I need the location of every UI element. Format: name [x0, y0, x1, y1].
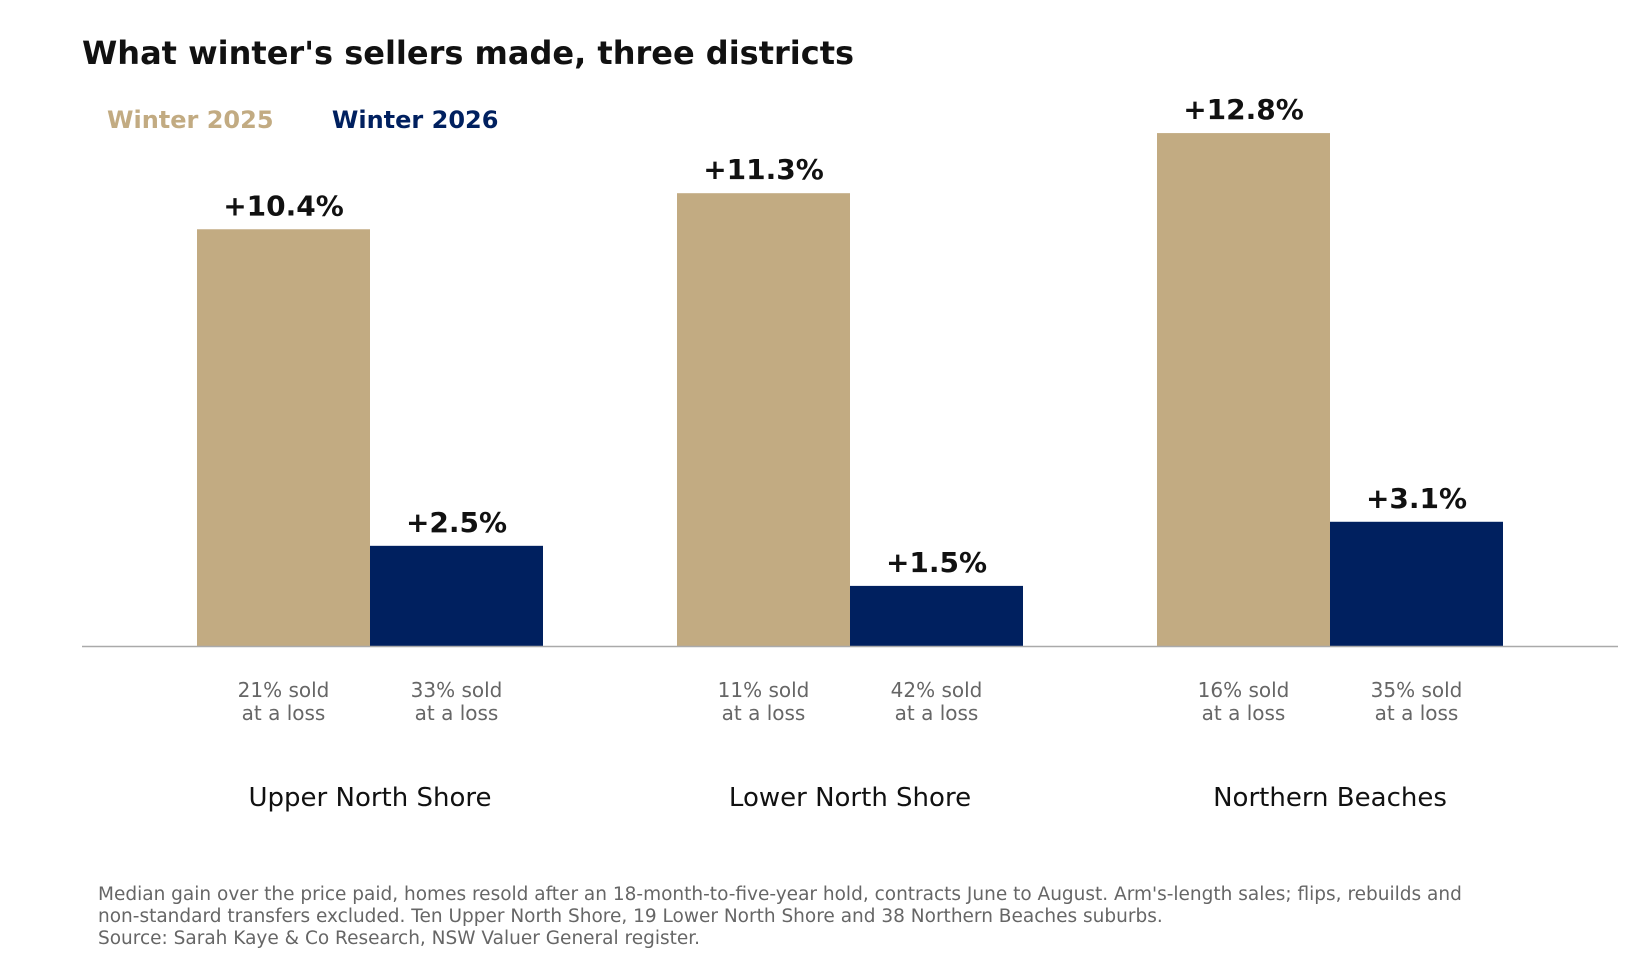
loss-share-label: at a loss	[242, 701, 326, 725]
data-label: +10.4%	[223, 189, 344, 222]
loss-share-label: 42% sold	[891, 678, 983, 702]
category-label: Lower North Shore	[729, 783, 971, 813]
bar	[677, 193, 850, 646]
loss-share-label: 33% sold	[411, 678, 503, 702]
legend: Winter 2025 Winter 2026	[107, 106, 548, 134]
data-label: +2.5%	[406, 506, 507, 539]
footnote-line: Source: Sarah Kaye & Co Research, NSW Va…	[98, 928, 701, 949]
data-label: +12.8%	[1183, 93, 1304, 126]
bar	[197, 229, 370, 646]
legend-item-winter-2026: Winter 2026	[331, 106, 499, 134]
legend-item-winter-2025: Winter 2025	[107, 106, 274, 134]
footnote-line: Median gain over the price paid, homes r…	[98, 884, 1462, 905]
bar	[1330, 521, 1503, 646]
data-label: +3.1%	[1366, 482, 1467, 515]
loss-share-label: 11% sold	[718, 678, 810, 702]
data-label: +11.3%	[703, 153, 824, 186]
loss-share-label: at a loss	[895, 701, 979, 725]
loss-share-label: 35% sold	[1371, 678, 1463, 702]
footnote-line: non-standard transfers excluded. Ten Upp…	[98, 906, 1163, 927]
category-label: Northern Beaches	[1213, 783, 1447, 813]
footnote: Median gain over the price paid, homes r…	[98, 884, 1598, 950]
loss-share-label: 21% sold	[238, 678, 330, 702]
chart-title: What winter's sellers made, three distri…	[82, 34, 855, 72]
bar	[1157, 133, 1330, 647]
loss-share-label: at a loss	[1375, 701, 1459, 725]
loss-share-label: at a loss	[415, 701, 499, 725]
data-label: +1.5%	[886, 546, 987, 579]
loss-share-label: at a loss	[1202, 701, 1286, 725]
bar	[850, 585, 1023, 646]
category-label: Upper North Shore	[249, 783, 492, 813]
loss-share-label: at a loss	[722, 701, 806, 725]
bar	[370, 545, 543, 646]
loss-share-label: 16% sold	[1198, 678, 1290, 702]
